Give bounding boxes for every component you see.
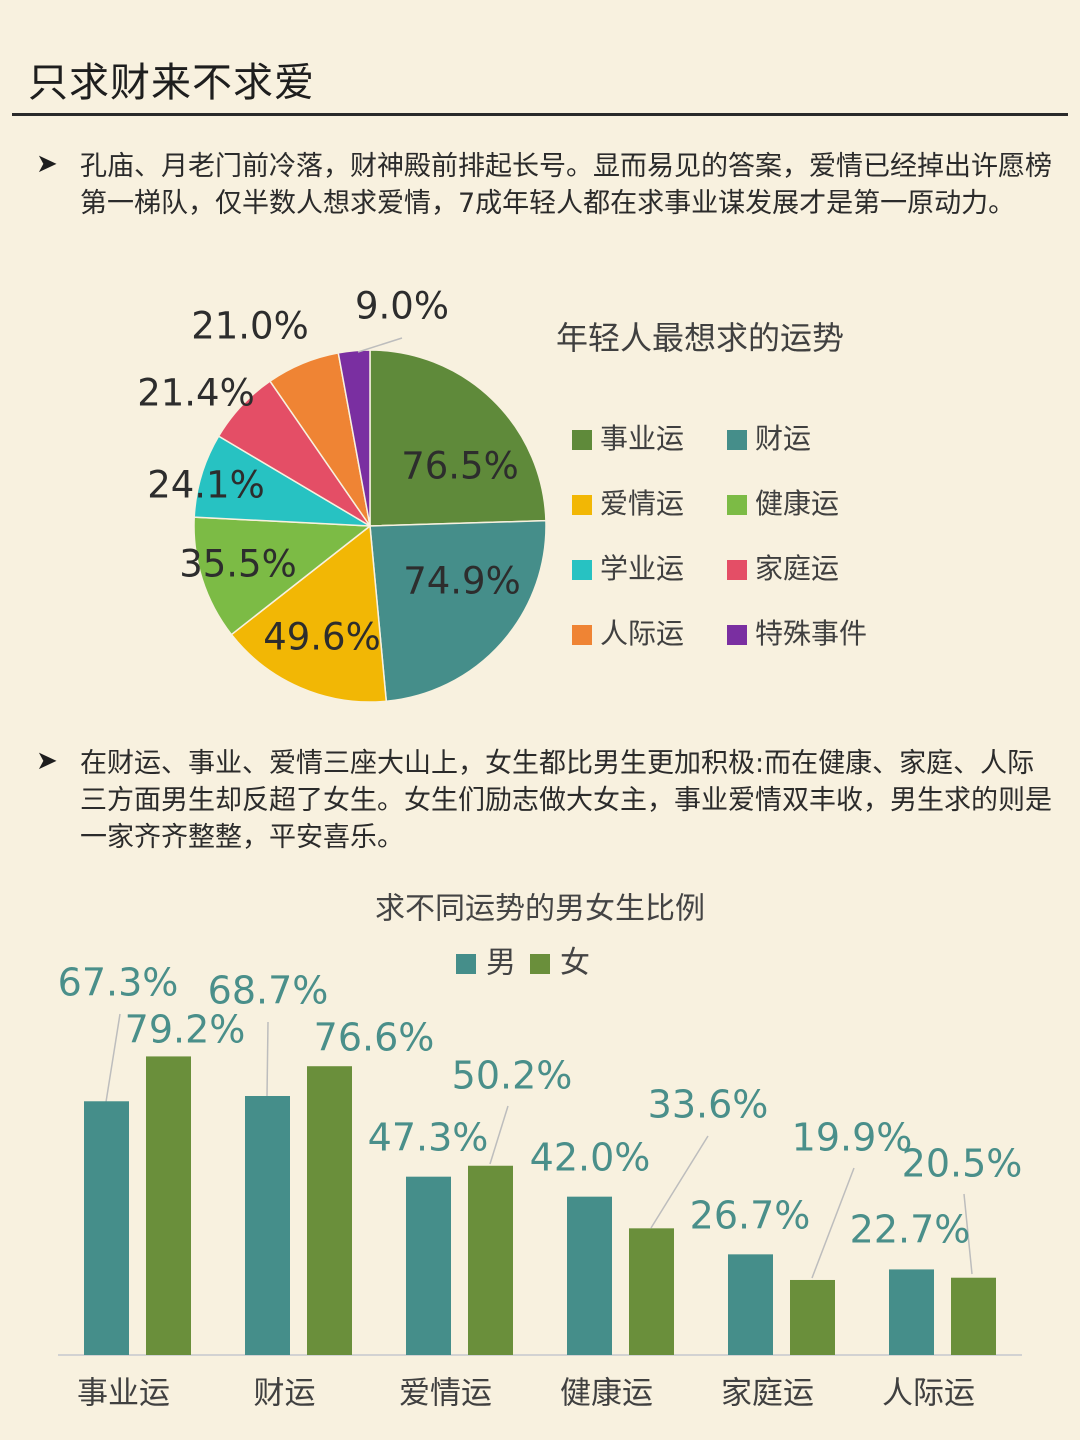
- x-tick-label: 财运: [254, 1376, 316, 1412]
- legend-label: 人际运: [600, 617, 684, 650]
- bar-data-label: 22.7%: [850, 1208, 971, 1252]
- bar: [790, 1279, 835, 1355]
- x-tick-label: 健康运: [560, 1376, 653, 1412]
- bar: [567, 1196, 612, 1355]
- leader-line: [963, 1193, 973, 1275]
- x-tick-label: 事业运: [77, 1376, 170, 1412]
- pie-slice: [337, 349, 371, 527]
- bar-chart-title: 求不同运势的男女生比例: [375, 892, 705, 927]
- bar: [951, 1277, 996, 1355]
- bar: [307, 1066, 352, 1355]
- pie-data-label: 49.6%: [263, 616, 381, 659]
- leader-line: [650, 1135, 709, 1229]
- bar: [629, 1228, 674, 1355]
- page-title: 只求财来不求爱: [28, 60, 315, 106]
- bar: [889, 1269, 934, 1355]
- pie-slice: [193, 516, 373, 636]
- bar-data-label: 19.9%: [792, 1116, 913, 1160]
- pie-chart: 76.5% 74.9% 49.6% 35.5% 24.1% 21.4% 21.0% 9.0% 年…: [137, 285, 867, 703]
- bar-data-label: 20.5%: [902, 1142, 1023, 1186]
- legend-label: 特殊事件: [755, 617, 867, 650]
- legend-swatch: [727, 495, 747, 515]
- leader-line: [357, 337, 403, 353]
- pie-data-label: 21.0%: [191, 305, 309, 348]
- legend-label: 财运: [755, 422, 811, 455]
- bar: [728, 1254, 773, 1355]
- bar-data-label: 33.6%: [648, 1083, 769, 1127]
- legend-swatch: [727, 625, 747, 645]
- bar: [245, 1096, 290, 1355]
- bullet-arrow-icon: ➤: [36, 746, 58, 776]
- pie-data-label: 74.9%: [403, 560, 521, 603]
- pie-slice: [369, 349, 547, 527]
- legend-swatch: [530, 954, 550, 974]
- legend-label: 健康运: [755, 487, 839, 520]
- legend-swatch: [572, 430, 592, 450]
- legend-label: 女: [560, 946, 590, 981]
- bar: [84, 1101, 129, 1355]
- legend-label: 男: [486, 946, 516, 981]
- title-divider: [12, 113, 1068, 116]
- pie-data-label: 76.5%: [401, 445, 519, 488]
- legend-label: 家庭运: [755, 552, 839, 585]
- legend-swatch: [572, 495, 592, 515]
- pie-data-label: 9.0%: [355, 285, 449, 328]
- bar: [406, 1176, 451, 1355]
- bar-data-label: 42.0%: [530, 1136, 651, 1180]
- legend-label: 爱情运: [600, 487, 684, 520]
- bar-data-label: 26.7%: [690, 1194, 811, 1238]
- bar-data-label: 79.2%: [125, 1008, 246, 1052]
- bar-data-label: 67.3%: [58, 961, 179, 1005]
- pie-slice: [369, 519, 547, 703]
- bullet-arrow-icon: ➤: [36, 149, 58, 179]
- legend-swatch: [572, 560, 592, 580]
- legend-swatch: [456, 954, 476, 974]
- pie-chart-title: 年轻人最想求的运势: [556, 319, 844, 357]
- bar-data-label: 50.2%: [452, 1054, 573, 1098]
- bar-data-label: 68.7%: [208, 969, 329, 1013]
- x-tick-label: 家庭运: [721, 1376, 814, 1412]
- x-tick-label: 人际运: [882, 1376, 975, 1412]
- pie-data-label: 21.4%: [137, 372, 255, 415]
- pie-data-label: 35.5%: [179, 543, 297, 586]
- legend-swatch: [727, 430, 747, 450]
- bar: [468, 1165, 513, 1355]
- leader-line: [489, 1105, 509, 1165]
- leader-line: [266, 1021, 269, 1097]
- leader-line: [811, 1167, 855, 1279]
- pie-slice: [230, 524, 388, 703]
- x-tick-label: 爱情运: [399, 1376, 492, 1412]
- legend-swatch: [572, 625, 592, 645]
- bar-data-label: 47.3%: [368, 1116, 489, 1160]
- legend-label: 学业运: [600, 552, 684, 585]
- legend-swatch: [727, 560, 747, 580]
- bar: [146, 1056, 191, 1355]
- bar-data-label: 76.6%: [314, 1016, 435, 1060]
- paragraph-intro: 孔庙、月老门前冷落，财神殿前排起长号。显而易见的答案，爱情已经掉出许愿榜第一梯队…: [80, 151, 1052, 219]
- pie-data-label: 24.1%: [147, 464, 265, 507]
- paragraph-gender: 在财运、事业、爱情三座大山上，女生都比男生更加积极:而在健康、家庭、人际三方面男…: [80, 748, 1052, 853]
- legend-label: 事业运: [600, 422, 684, 455]
- leader-line: [105, 1013, 121, 1103]
